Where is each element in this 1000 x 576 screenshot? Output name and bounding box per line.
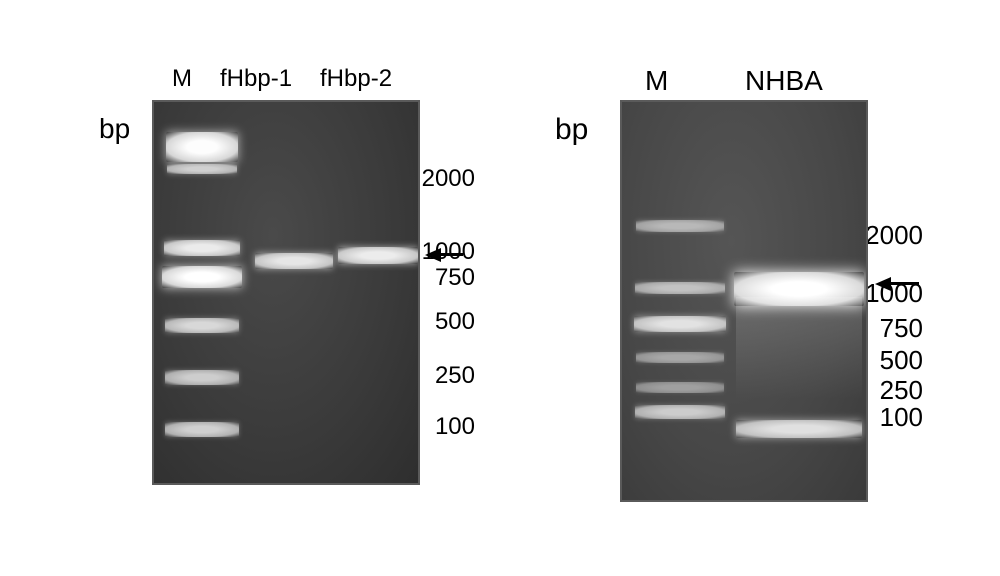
gel-band <box>165 370 239 385</box>
gel-band <box>636 352 724 363</box>
gel-band <box>635 405 725 419</box>
gel-image <box>152 100 420 485</box>
indicator-arrow <box>425 248 463 262</box>
indicator-arrow <box>875 277 919 291</box>
gel-band <box>636 382 724 393</box>
gel-smear <box>736 297 862 417</box>
gel-panel-left: MfHbp-1fHbp-2bp20001000750500250100 <box>77 55 475 505</box>
gel-band <box>736 420 862 438</box>
gel-band <box>165 318 239 333</box>
gel-band <box>166 132 238 162</box>
bp-label: bp <box>555 113 588 147</box>
arrow-head-icon <box>875 277 891 291</box>
gel-band <box>255 253 333 269</box>
gel-band <box>167 164 237 174</box>
gel-band <box>162 266 242 288</box>
gel-figure-container: MfHbp-1fHbp-2bp20001000750500250100MNHBA… <box>0 0 1000 576</box>
arrow-shaft <box>441 253 463 256</box>
gel-panel-right: MNHBAbp20001000750500250100 <box>535 55 923 522</box>
lane-label: fHbp-2 <box>320 65 392 93</box>
gel-lane <box>252 102 334 483</box>
gel-lane <box>734 102 864 500</box>
gel-band <box>165 422 239 437</box>
lane-label: fHbp-1 <box>220 65 292 93</box>
gel-band <box>164 240 240 256</box>
gel-lane <box>336 102 418 483</box>
lane-label: M <box>172 65 192 93</box>
lane-label: M <box>645 65 668 97</box>
gel-band <box>635 282 725 294</box>
gel-band <box>636 220 724 232</box>
arrow-shaft <box>891 282 919 285</box>
gel-band <box>734 272 864 306</box>
gel-image <box>620 100 868 502</box>
gel-band <box>338 247 418 264</box>
arrow-head-icon <box>425 248 441 262</box>
gel-band <box>634 316 726 332</box>
lane-label: NHBA <box>745 65 823 97</box>
gel-lane <box>154 102 244 483</box>
gel-lane <box>622 102 730 500</box>
bp-label: bp <box>99 113 130 145</box>
